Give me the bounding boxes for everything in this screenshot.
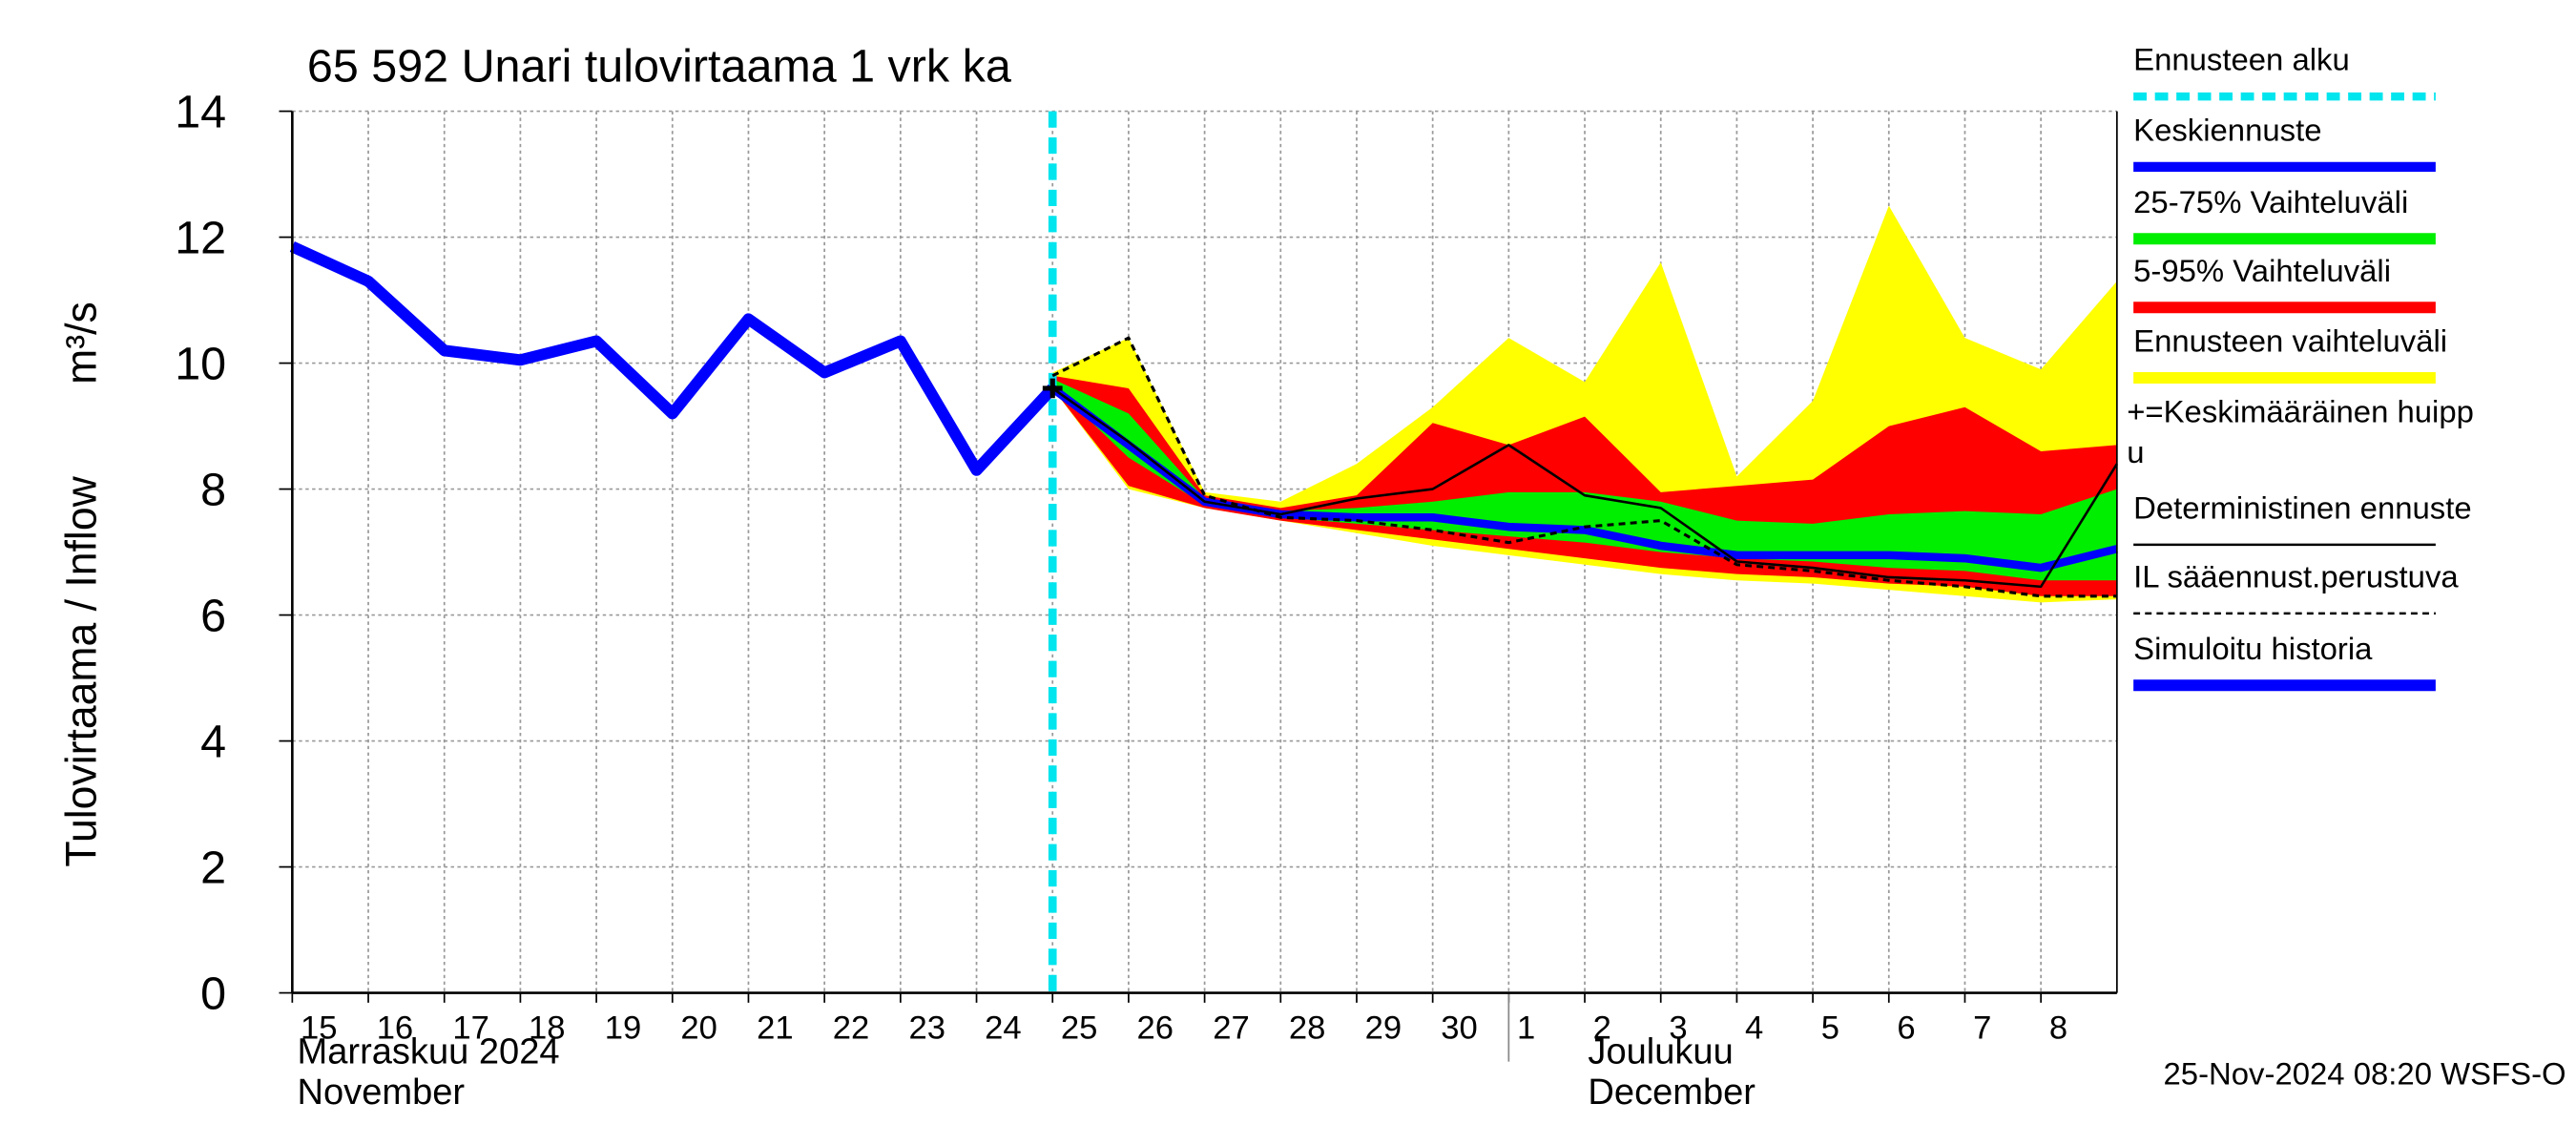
series-line	[1051, 336, 2117, 598]
x-tick-label: 5	[1821, 1010, 1839, 1047]
x-tick-label: 3	[1669, 1010, 1687, 1047]
series-line	[1051, 386, 2118, 589]
y-axis-unit: m³/s	[57, 302, 105, 385]
x-tick-label: 8	[2049, 1010, 2067, 1047]
footer: 25-Nov-2024 08:20 WSFS-O	[2164, 1056, 2566, 1092]
x-tick-label: 16	[377, 1010, 413, 1047]
x-tick-label: 19	[605, 1010, 641, 1047]
legend-label: u	[2127, 434, 2144, 469]
chart-title: 65 592 Unari tulovirtaama 1 vrk ka	[307, 41, 1011, 93]
x-tick-label: 17	[452, 1010, 488, 1047]
x-tick-label: 29	[1365, 1010, 1402, 1047]
y-tick-label: 2	[200, 843, 226, 894]
y-tick-label: 12	[175, 213, 226, 264]
legend-label: Ennusteen vaihteluväli	[2133, 323, 2447, 359]
x-tick-label: 28	[1289, 1010, 1325, 1047]
month-label: Marraskuu 2024	[298, 1031, 560, 1072]
y-tick-label: 6	[200, 591, 226, 642]
x-tick-label: 30	[1441, 1010, 1477, 1047]
x-tick-label: 20	[680, 1010, 717, 1047]
y-tick-label: 0	[200, 968, 226, 1020]
x-tick-label: 18	[529, 1010, 565, 1047]
range-band	[1052, 379, 2117, 581]
y-tick-label: 8	[200, 465, 226, 516]
month-label: Joulukuu	[1588, 1031, 1733, 1072]
x-tick-label: 23	[908, 1010, 945, 1047]
legend-label: Simuloitu historia	[2133, 631, 2373, 666]
x-tick-label: 21	[757, 1010, 793, 1047]
legend-label: 5-95% Vaihteluväli	[2133, 253, 2391, 288]
x-tick-label: 24	[985, 1010, 1021, 1047]
x-tick-label: 25	[1061, 1010, 1097, 1047]
month-label: December	[1588, 1072, 1755, 1113]
series-line	[289, 241, 1057, 476]
x-tick-label: 22	[833, 1010, 869, 1047]
x-tick-label: 1	[1517, 1010, 1535, 1047]
y-tick-label: 14	[175, 87, 226, 138]
x-tick-label: 2	[1593, 1010, 1611, 1047]
x-tick-label: 26	[1137, 1010, 1174, 1047]
x-tick-label: 27	[1213, 1010, 1249, 1047]
x-tick-label: 4	[1745, 1010, 1763, 1047]
legend-label: 25-75% Vaihteluväli	[2133, 184, 2408, 219]
y-axis-label: Tulovirtaama / Inflow	[57, 476, 105, 867]
legend-label: Keskiennuste	[2133, 113, 2321, 148]
x-tick-label: 6	[1897, 1010, 1915, 1047]
x-tick-label: 7	[1973, 1010, 1991, 1047]
legend-label: +=Keskimääräinen huipp	[2127, 393, 2474, 428]
legend-label: IL sääennust.perustuva	[2133, 559, 2459, 594]
y-tick-label: 4	[200, 717, 226, 768]
y-tick-label: 10	[175, 339, 226, 390]
peak-marker	[1042, 378, 1063, 399]
x-tick-label: 15	[301, 1010, 337, 1047]
legend-label: Deterministinen ennuste	[2133, 490, 2472, 526]
month-label: November	[298, 1072, 466, 1113]
legend-label: Ennusteen alku	[2133, 42, 2350, 77]
